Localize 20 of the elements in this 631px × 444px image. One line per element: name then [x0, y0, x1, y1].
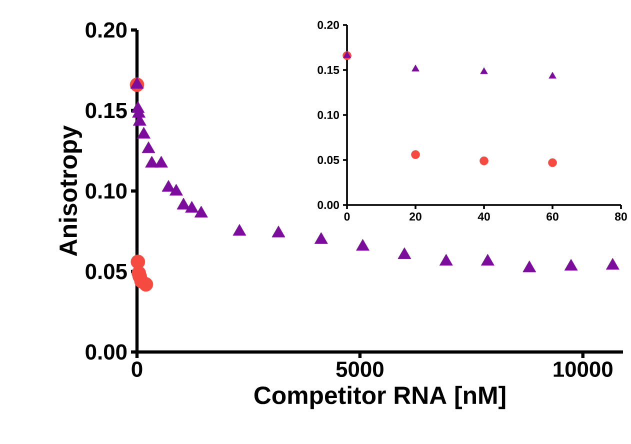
x-tick-label: 0 [132, 361, 142, 378]
x-tick-label: 40 [478, 212, 490, 221]
y-tick-label: 0.20 [318, 20, 340, 30]
x-axis-title: Competitor RNA [nM] [254, 386, 506, 410]
x-tick-label: 0 [344, 212, 350, 221]
x-tick-label: 60 [546, 212, 558, 221]
y-tick-label: 0.15 [318, 66, 340, 74]
y-axis-title: Anisotropy [58, 125, 82, 256]
x-tick-label: 80 [614, 212, 627, 221]
y-tick-label: 0.05 [318, 156, 340, 164]
y-tick-label: 0.05 [86, 264, 127, 280]
x-tick-label: 10000 [554, 361, 612, 378]
y-tick-label: 0.20 [86, 22, 127, 38]
x-tick-label: 20 [410, 212, 422, 221]
y-tick-label: 0.10 [86, 183, 127, 199]
x-tick-label: 5000 [336, 361, 384, 378]
y-tick-label: 0.15 [86, 102, 127, 118]
y-tick-label: 0.00 [86, 344, 127, 360]
y-tick-label: 0.10 [318, 110, 340, 120]
y-tick-label: 0.00 [318, 200, 340, 210]
